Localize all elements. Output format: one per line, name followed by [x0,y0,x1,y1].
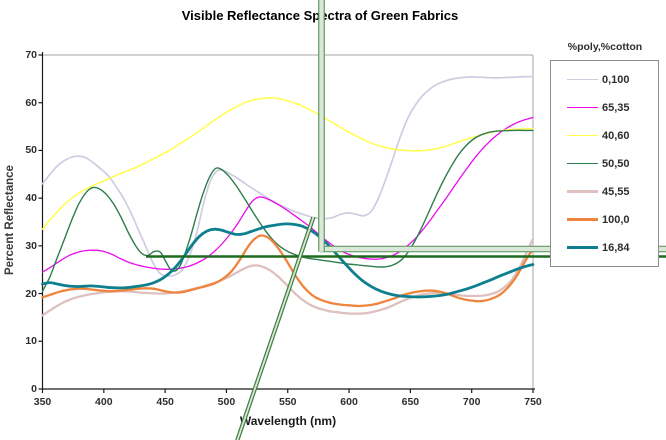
series-curve-100-0 [41,234,535,308]
chart-title: Visible Reflectance Spectra of Green Fab… [181,8,459,23]
legend-line-sample [567,190,598,193]
series-curve-16-84 [41,222,535,299]
y-tick-label: 20 [25,287,37,300]
legend-label: 45,55 [602,185,630,198]
x-tick-label: 400 [95,396,113,408]
legend-item-65-35: 65,35 [551,94,658,122]
y-tick-label: 70 [25,49,37,61]
x-axis-label: Wavelength (nm) [239,414,337,428]
y-tick-label: 50 [25,144,37,157]
x-tick-label: 450 [156,396,174,408]
legend-item-100-0: 100,0 [551,206,658,234]
legend-line-sample [567,106,598,109]
legend-label: 100,0 [602,213,630,226]
y-tick-label: 60 [25,96,37,109]
light-vertical-band [318,0,325,252]
legend-line-sample [567,218,598,221]
legend-line-sample [567,78,598,81]
x-tick-label: 750 [524,396,542,408]
legend: 0,100 65,35 40,60 50,50 45,55 100,0 16,84 [550,60,659,267]
y-tick-label: 0 [31,383,37,395]
legend-item-16-84: 16,84 [551,234,658,262]
series-curve-40-60 [41,97,534,230]
series-curve-65-35 [41,116,534,273]
legend-item-45-55: 45,55 [551,178,658,206]
x-tick-label: 350 [33,396,52,408]
y-tick-label: 40 [25,192,37,205]
y-tick-label: 10 [25,335,37,348]
legend-label: 50,50 [602,157,630,170]
series-curve-45-55 [41,237,535,317]
x-tick-label: 700 [462,396,481,408]
series-curve-50-50 [41,129,534,292]
legend-line-sample [567,246,598,249]
legend-rows: 0,100 65,35 40,60 50,50 45,55 100,0 16,84 [551,66,658,262]
legend-line-sample [567,162,598,165]
legend-label: 16,84 [602,241,630,254]
legend-item-40-60: 40,60 [551,122,658,150]
legend-label: 65,35 [602,101,630,114]
legend-item-50-50: 50,50 [551,150,658,178]
x-tick-label: 600 [340,396,358,408]
x-tick-label: 550 [278,396,297,408]
legend-title: %poly,%cotton [567,41,643,53]
legend-label: 0,100 [602,73,630,86]
y-axis-label: Percent Reflectance [4,165,16,275]
series-curve-0-100 [41,75,534,277]
legend-item-0-100: 0,100 [551,66,658,94]
legend-line-sample [567,134,598,137]
x-tick-label: 650 [401,396,420,408]
y-tick-label: 30 [25,239,37,252]
legend-label: 40,60 [602,129,630,142]
x-tick-label: 500 [217,396,236,408]
